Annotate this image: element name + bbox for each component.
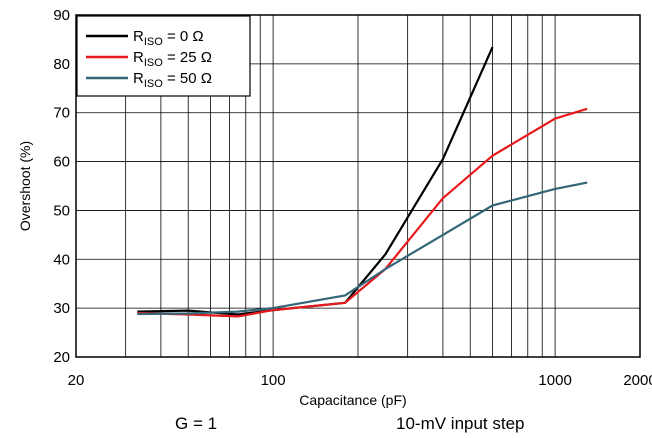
x-tick-label: 2000 (623, 372, 652, 389)
legend-label-main: R (133, 70, 144, 87)
legend-label-sub: ISO (144, 36, 163, 48)
y-tick-label: 80 (53, 56, 70, 73)
legend-label-rest: = 25 Ω (163, 49, 212, 66)
x-tick-label: 20 (68, 372, 85, 389)
series-lines (137, 46, 588, 318)
y-tick-label: 50 (53, 202, 70, 219)
plot-border (75, 14, 641, 358)
y-tick-label: 30 (53, 300, 70, 317)
legend-label: RISO = 25 Ω (133, 49, 212, 69)
x-tick-label: 100 (261, 372, 286, 389)
y-tick-label: 20 (53, 349, 70, 366)
y-tick-label: 70 (53, 105, 70, 122)
x-tick-label: 1000 (538, 372, 571, 389)
legend-label: RISO = 50 Ω (133, 70, 212, 90)
legend-label-sub: ISO (144, 57, 163, 69)
tick-labels: 20 30 40 50 60 70 80 90 20 100 1000 2000 (53, 7, 652, 389)
series-line-1 (137, 107, 588, 318)
legend-label-sub: ISO (144, 78, 163, 90)
legend-label-rest: = 50 Ω (163, 70, 212, 87)
series-line-2 (137, 181, 588, 316)
y-tick-label: 60 (53, 154, 70, 171)
y-tick-label: 90 (53, 7, 70, 24)
y-axis-label: Overshoot (%) (17, 141, 33, 231)
y-tick-label: 40 (53, 251, 70, 268)
legend-label-main: R (133, 49, 144, 66)
input-step-note: 10-mV input step (396, 414, 525, 433)
legend-label-rest: = 0 Ω (163, 28, 204, 45)
legend-label-main: R (133, 28, 144, 45)
gain-note: G = 1 (175, 414, 218, 433)
legend-label: RISO = 0 Ω (133, 28, 204, 48)
x-axis-label: Capacitance (pF) (299, 392, 406, 408)
